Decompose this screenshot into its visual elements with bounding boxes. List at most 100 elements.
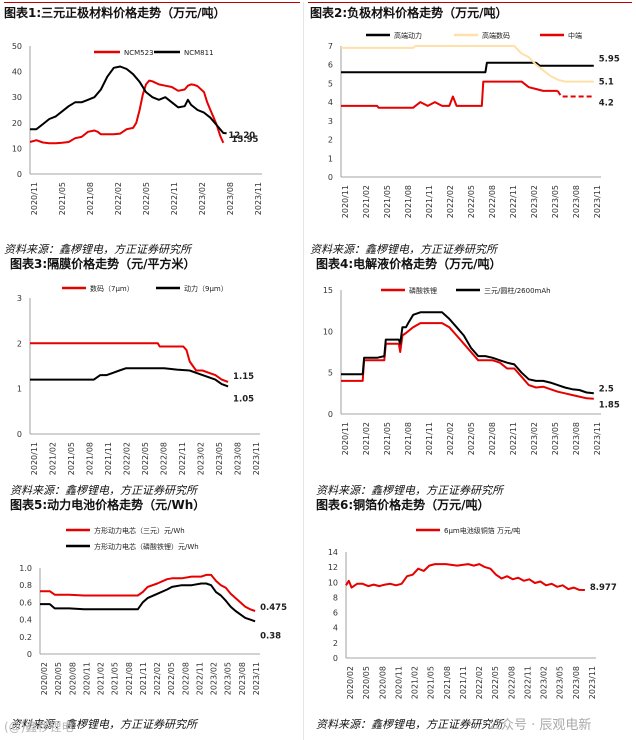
y-tick-label: 5 <box>328 369 333 378</box>
y-tick-label: 7 <box>328 42 333 51</box>
x-tick-label: 2020/05 <box>362 666 371 699</box>
y-tick-label: 0 <box>333 654 338 663</box>
y-tick-label: 6 <box>328 61 333 70</box>
x-tick-label: 2021/08 <box>125 662 134 695</box>
x-tick-label: 2021/05 <box>58 182 67 215</box>
y-tick-label: 6 <box>333 609 338 618</box>
x-tick-label: 2022/05 <box>142 182 151 215</box>
x-tick-label: 2021/08 <box>86 442 95 475</box>
legend-label: 中端 <box>568 31 582 40</box>
x-tick-label: 2022/11 <box>509 422 518 455</box>
end-value-label: 15.95 <box>232 135 259 145</box>
x-tick-label: 2022/11 <box>170 182 179 215</box>
chart6-svg: 0 2 4 6 8 10 12 14 2020/02 2020/05 2020/08 2020/11 2… <box>328 526 617 699</box>
x-tick-label: 2021/11 <box>104 442 113 475</box>
chart2-title: 图表2:负极材料价格走势（万元/吨） <box>310 6 508 20</box>
x-tick-label: 2022/02 <box>446 422 455 455</box>
x-tick-label: 2021/08 <box>86 182 95 215</box>
x-tick-label: 2020/08 <box>378 666 387 699</box>
legend-label: 三元/圆柱/2600mAh <box>484 286 551 295</box>
chart5-svg: 0 0.2 0.4 0.6 0.8 1.0 2020/02 2020/05 2020/08 202… <box>19 526 287 695</box>
x-tick-label: 2021/08 <box>404 422 413 455</box>
x-tick-label: 2023/02 <box>530 185 539 218</box>
legend-label: NCM811 <box>184 49 214 57</box>
x-tick-label: 2023/08 <box>572 666 581 699</box>
series-line-1 <box>40 573 256 612</box>
legend-label: 6μm电池级铜箔 万元/吨 <box>444 526 520 535</box>
x-tick-label: 2021/02 <box>411 666 420 699</box>
x-tick-label: 2023/08 <box>234 442 243 475</box>
y-tick-label: 1 <box>17 385 22 394</box>
legend-label: NCM523 <box>124 49 154 57</box>
x-tick-label: 2023/11 <box>593 422 602 455</box>
y-tick-label: 0.6 <box>19 598 32 607</box>
x-tick-label: 2021/02 <box>49 442 58 475</box>
chart1-svg: 0 10 20 30 40 50 2020/11 2021/05 2021/08 2022/02 2… <box>12 42 263 215</box>
end-value-label: 1.05 <box>233 394 254 404</box>
series-line-2 <box>341 45 594 83</box>
x-tick-label: 2023/11 <box>588 666 597 699</box>
y-tick-label: 0.4 <box>19 616 32 625</box>
x-tick-label: 2022/02 <box>475 666 484 699</box>
x-tick-label: 2022/08 <box>160 442 169 475</box>
x-tick-label: 2021/05 <box>67 442 76 475</box>
x-tick-label: 2021/05 <box>383 185 392 218</box>
x-tick-label: 2021/11 <box>139 662 148 695</box>
series-line-2 <box>40 582 256 623</box>
chart4-title: 图表4:电解液价格走势（万元/吨） <box>316 257 502 271</box>
x-tick-label: 2023/11 <box>254 182 263 215</box>
y-tick-label: 2 <box>328 136 333 145</box>
series-line-1 <box>29 79 225 145</box>
x-tick-label: 2021/08 <box>404 185 413 218</box>
y-tick-label: 10 <box>323 327 333 336</box>
y-tick-label: 12 <box>328 563 338 572</box>
series-line-1 <box>345 563 585 591</box>
x-tick-label: 2020/02 <box>346 666 355 699</box>
chart2-source: 资料来源：鑫椤锂电，方正证券研究所 <box>310 243 497 256</box>
y-tick-label: 8 <box>333 593 338 602</box>
x-tick-label: 2021/11 <box>459 666 468 699</box>
watermark: 公众号 · 辰观电新 <box>488 718 592 733</box>
x-tick-label: 2021/02 <box>362 185 371 218</box>
series-line-2 <box>30 367 229 388</box>
end-value-label: 5.1 <box>599 78 614 88</box>
series-line-2 <box>30 65 227 135</box>
y-tick-label: 10 <box>328 578 338 587</box>
x-tick-label: 2023/11 <box>252 662 261 695</box>
x-tick-label: 2022/08 <box>181 662 190 695</box>
chart4-source: 资料来源：鑫椤锂电，方正证券研究所 <box>316 484 503 497</box>
series-line-3-forecast <box>556 90 594 98</box>
y-tick-label: 40 <box>12 68 22 77</box>
column-separator <box>303 2 304 740</box>
x-tick-label: 2023/02 <box>197 442 206 475</box>
x-tick-label: 2023/08 <box>572 422 581 455</box>
y-tick-label: 15 <box>323 286 333 295</box>
y-tick-label: 2 <box>17 339 22 348</box>
x-tick-label: 2023/05 <box>551 422 560 455</box>
x-tick-label: 2020/11 <box>30 442 39 475</box>
x-tick-label: 2021/05 <box>111 662 120 695</box>
chart6-title: 图表6:铜箔价格走势（万元/吨） <box>316 498 490 512</box>
end-value-label: 12.20 <box>228 131 255 141</box>
x-tick-label: 2022/11 <box>195 662 204 695</box>
y-tick-label: 1 <box>328 154 333 163</box>
x-tick-label: 2022/05 <box>167 662 176 695</box>
x-tick-label: 2023/02 <box>198 182 207 215</box>
y-tick-label: 20 <box>12 119 22 128</box>
end-value-label: 8.977 <box>590 583 617 593</box>
chart5-source: 资料来源：鑫椤锂电，方正证券研究所 <box>10 718 197 731</box>
chart3: 0 1 2 3 2020/11 2021/02 2021/05 2021/08 2021/11 2… <box>0 274 302 486</box>
x-tick-label: 2022/11 <box>509 185 518 218</box>
x-tick-label: 2021/05 <box>427 666 436 699</box>
x-tick-label: 2020/08 <box>68 662 77 695</box>
series-line-2 <box>341 311 594 395</box>
x-tick-label: 2022/02 <box>123 442 132 475</box>
x-tick-label: 2023/02 <box>530 422 539 455</box>
x-tick-label: 2020/05 <box>54 662 63 695</box>
x-tick-label: 2023/02 <box>540 666 549 699</box>
x-tick-label: 2023/05 <box>551 185 560 218</box>
x-tick-label: 2022/02 <box>446 185 455 218</box>
legend-label: 磷酸铁锂 <box>409 286 437 295</box>
x-tick-label: 2022/08 <box>507 666 516 699</box>
x-tick-label: 2020/02 <box>40 662 49 695</box>
